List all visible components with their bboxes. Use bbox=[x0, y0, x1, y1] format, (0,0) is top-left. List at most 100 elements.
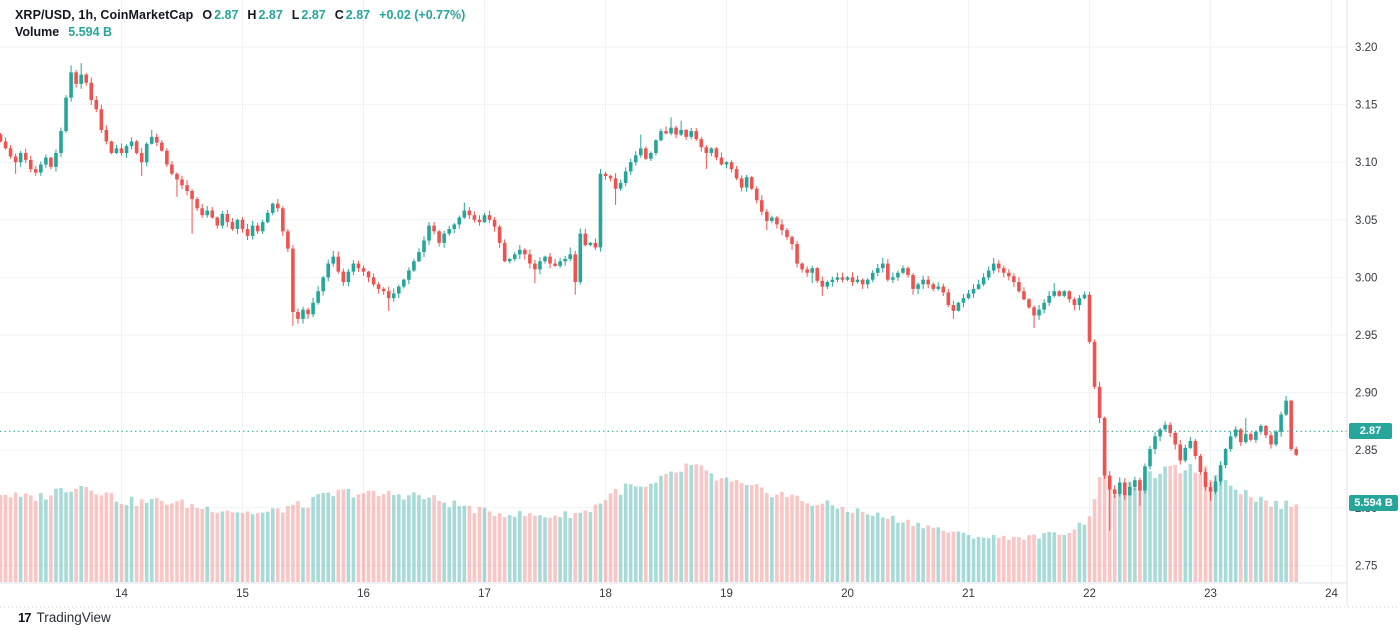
candle-body bbox=[301, 309, 305, 319]
volume-bar bbox=[59, 488, 63, 582]
volume-bar bbox=[1249, 497, 1253, 582]
candle-wick bbox=[680, 120, 682, 137]
volume-bar bbox=[396, 494, 401, 582]
volume-bar bbox=[664, 474, 668, 582]
candle-body bbox=[144, 143, 149, 163]
volume-bar bbox=[1178, 473, 1183, 582]
candle-body bbox=[805, 269, 809, 273]
time-axis-label: 19 bbox=[720, 588, 733, 600]
candle-body bbox=[739, 178, 744, 188]
volume-bar bbox=[245, 511, 250, 582]
volume-bar bbox=[538, 515, 542, 582]
candle-body bbox=[669, 127, 673, 134]
candle-body bbox=[432, 225, 436, 232]
volume-bar bbox=[306, 507, 310, 582]
candle-body bbox=[13, 156, 18, 163]
volume-bar bbox=[1203, 466, 1208, 582]
candle-wick bbox=[1109, 471, 1111, 531]
candle-body bbox=[1112, 489, 1117, 494]
volume-bar bbox=[54, 488, 58, 582]
candle-body bbox=[1178, 444, 1183, 461]
volume-bar bbox=[1012, 536, 1016, 582]
tradingview-logo-text: TradingView bbox=[36, 610, 111, 625]
volume-bar bbox=[649, 483, 653, 582]
candle-body bbox=[1037, 309, 1041, 316]
candle-body bbox=[502, 242, 507, 262]
candle-body bbox=[160, 142, 164, 151]
candle-body bbox=[880, 263, 885, 269]
candle-body bbox=[1153, 436, 1157, 450]
candle-body bbox=[1254, 431, 1258, 440]
candle-body bbox=[563, 258, 567, 262]
candle-body bbox=[845, 277, 850, 280]
candle-body bbox=[765, 211, 769, 221]
candle-body bbox=[1077, 298, 1082, 306]
candle-body bbox=[699, 139, 704, 148]
volume-bar bbox=[74, 488, 78, 582]
candle-body bbox=[89, 82, 94, 100]
candle-body bbox=[265, 212, 270, 223]
candle-body bbox=[185, 185, 189, 191]
candle-body bbox=[386, 291, 391, 299]
volume-bar bbox=[1223, 480, 1228, 582]
candle-wick bbox=[705, 144, 707, 170]
tradingview-mark-icon: 17 bbox=[18, 610, 32, 625]
volume-bar bbox=[1279, 508, 1283, 582]
volume-bar bbox=[129, 496, 134, 582]
candle-body bbox=[981, 277, 986, 285]
tradingview-logo[interactable]: 17 TradingView bbox=[18, 610, 111, 625]
candle-body bbox=[407, 270, 411, 280]
time-axis-label: 16 bbox=[357, 588, 370, 600]
volume-bar bbox=[1153, 478, 1157, 582]
volume-bar bbox=[472, 513, 477, 582]
volume-bar bbox=[810, 505, 815, 582]
volume-bar bbox=[447, 507, 452, 582]
candle-body bbox=[734, 169, 739, 179]
candle-body bbox=[1243, 434, 1248, 443]
candle-body bbox=[1148, 449, 1152, 467]
volume-bar bbox=[44, 499, 48, 582]
volume-bar bbox=[84, 487, 89, 582]
candle-body bbox=[1284, 400, 1288, 415]
volume-bar bbox=[1027, 535, 1031, 582]
volume-bar bbox=[916, 522, 920, 582]
candle-body bbox=[79, 74, 83, 84]
high-value: H 2.87 bbox=[247, 8, 283, 22]
volume-bar bbox=[618, 494, 623, 582]
price-axis-label: 2.85 bbox=[1355, 445, 1377, 457]
candle-body bbox=[59, 131, 63, 153]
volume-bar bbox=[220, 511, 225, 582]
time-axis-label: 17 bbox=[478, 588, 491, 600]
candle-body bbox=[1168, 424, 1172, 433]
candle-body bbox=[361, 268, 366, 272]
candle-body bbox=[447, 229, 452, 234]
candle-body bbox=[442, 233, 446, 243]
candle-body bbox=[402, 279, 406, 287]
candle-wick bbox=[191, 189, 193, 234]
candle-body bbox=[1183, 447, 1188, 461]
volume-bar bbox=[1022, 539, 1026, 582]
symbol-title[interactable]: XRP/USD, 1h, CoinMarketCap bbox=[15, 8, 194, 22]
volume-bar bbox=[512, 516, 517, 582]
volume-bar bbox=[250, 514, 255, 582]
close-value: C 2.87 bbox=[334, 8, 371, 22]
volume-bar bbox=[144, 502, 149, 582]
candle-wick bbox=[937, 282, 939, 291]
volume-bar bbox=[1213, 475, 1218, 582]
volume-bar bbox=[386, 491, 391, 582]
volume-bar bbox=[583, 510, 588, 582]
candle-body bbox=[452, 224, 457, 230]
candle-body bbox=[664, 131, 668, 134]
volume-bar bbox=[1238, 494, 1243, 582]
volume-bar bbox=[860, 511, 865, 582]
volume-bar bbox=[154, 497, 159, 582]
candle-body bbox=[245, 229, 250, 236]
candle-body bbox=[356, 263, 361, 269]
candle-body bbox=[523, 249, 527, 255]
candle-body bbox=[926, 279, 930, 285]
volume-bar bbox=[1208, 479, 1213, 582]
candle-wick bbox=[569, 247, 571, 262]
volume-bar bbox=[976, 536, 981, 582]
candle-body bbox=[396, 286, 401, 294]
